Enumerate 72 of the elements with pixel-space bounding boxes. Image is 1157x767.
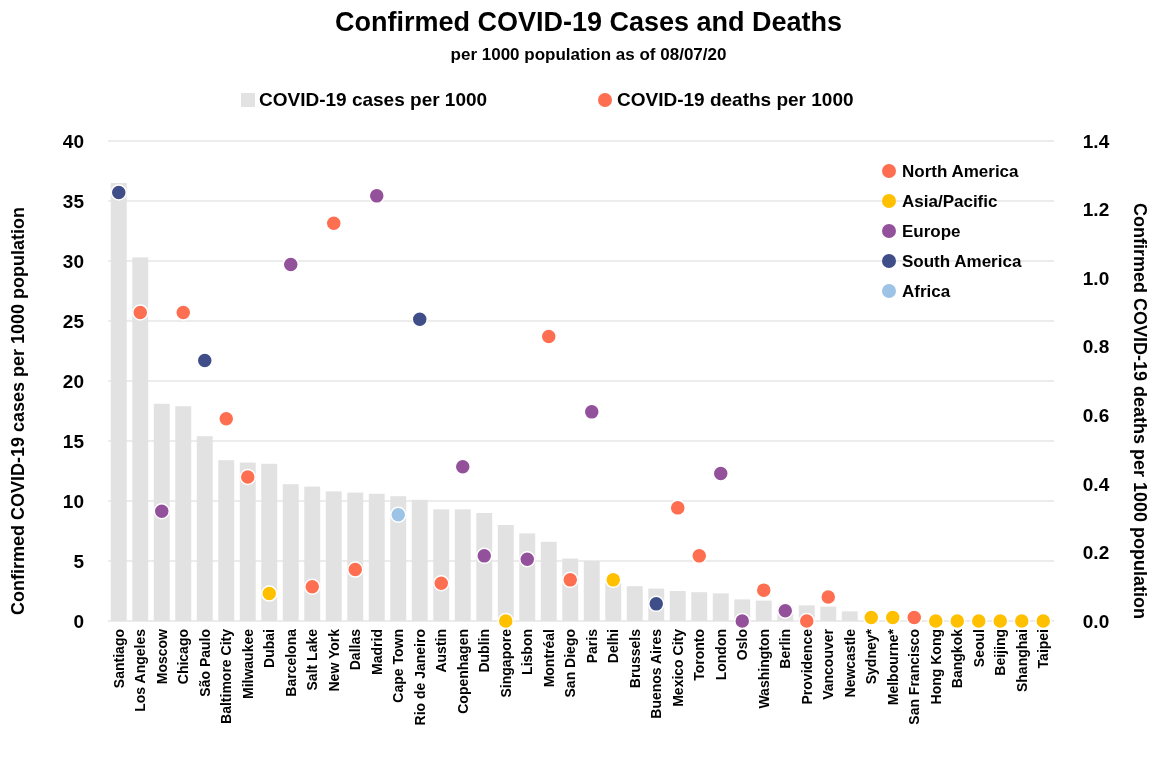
x-tick-label: Taipei	[1035, 629, 1052, 669]
x-tick-label: Los Angeles	[132, 628, 149, 712]
x-tick-label: Chicago	[175, 629, 192, 685]
x-tick-label: Seoul	[970, 629, 987, 668]
y2-tick-label: 0.4	[1082, 473, 1110, 495]
x-tick-label: Lisbon	[519, 629, 536, 675]
y-tick-label: 40	[62, 130, 84, 152]
x-tick-label: São Paulo	[196, 629, 213, 697]
x-tick-label: San Francisco	[906, 629, 923, 725]
legend-label: COVID-19 cases per 1000	[259, 89, 488, 110]
y2-tick-label: 1.4	[1082, 130, 1110, 152]
x-tick-label: Cape Town	[390, 629, 407, 703]
x-tick-label: Dallas	[347, 628, 364, 671]
legend-label: North America	[902, 162, 1020, 181]
y2-tick-label: 1.0	[1082, 267, 1110, 289]
x-tick-label: Washington	[755, 629, 772, 709]
x-tick-label: Mexico City	[669, 628, 686, 707]
x-tick-label: Bangkok	[949, 628, 966, 689]
x-tick-label: Buenos Aires	[648, 628, 665, 719]
y-tick-label: 30	[62, 250, 84, 272]
x-tick-label: Dubai	[261, 629, 278, 668]
x-tick-label: Salt Lake	[304, 628, 321, 691]
x-tick-label: Berlin	[777, 629, 794, 669]
legend-label: Europe	[902, 222, 961, 241]
y-tick-label: 20	[62, 370, 84, 392]
x-tick-label: Singapore	[497, 628, 514, 698]
x-tick-label: Rio de Janeiro	[411, 629, 428, 726]
legend-title: COVID-19 deaths per 1000	[617, 89, 854, 110]
x-tick-label: Paris	[583, 628, 600, 664]
y-axis-title: Confirmed COVID-19 cases per 1000 population	[8, 206, 28, 616]
x-tick-label: Vancouver	[820, 628, 837, 700]
y2-axis-title: Confirmed COVID-19 deaths per 1000 population	[1130, 202, 1150, 620]
y-tick-label: 0	[73, 610, 84, 632]
y2-tick-label: 0.6	[1082, 404, 1110, 426]
y2-tick-label: 0.2	[1082, 542, 1110, 564]
x-tick-label: Delhi	[605, 629, 622, 664]
x-tick-label: Madrid	[368, 629, 385, 675]
legend-label: Africa	[902, 282, 951, 301]
x-tick-label: Austin	[433, 629, 450, 673]
x-tick-label: Beijing	[992, 629, 1009, 676]
x-tick-label: Hong Kong	[927, 629, 944, 705]
x-tick-label: Oslo	[734, 629, 751, 661]
x-tick-label: Newcastle	[841, 628, 858, 698]
chart-title: Confirmed COVID-19 Cases and Deaths	[334, 7, 843, 37]
x-tick-label: Melbourne*	[884, 628, 901, 706]
x-tick-label: Montréal	[540, 629, 557, 688]
x-tick-label: Barcelona	[282, 628, 299, 697]
x-tick-label: Dublin	[476, 629, 493, 673]
y-tick-label: 15	[62, 430, 85, 452]
y2-tick-label: 1.2	[1082, 199, 1110, 221]
y-tick-label: 35	[62, 190, 85, 212]
y-tick-label: 5	[73, 550, 85, 572]
x-tick-label: Santiago	[110, 629, 127, 689]
legend-label: South America	[902, 252, 1022, 271]
x-tick-label: New York	[325, 628, 342, 692]
legend-label: Asia/Pacific	[902, 192, 998, 211]
y2-tick-label: 0.0	[1082, 610, 1110, 632]
y2-tick-label: 0.8	[1082, 336, 1110, 358]
y-tick-label: 25	[62, 310, 85, 332]
y-tick-label: 10	[62, 490, 84, 512]
x-tick-label: Sydney*	[863, 628, 880, 685]
x-tick-label: Toronto	[691, 629, 708, 681]
x-tick-label: Baltimore City	[218, 628, 235, 724]
x-tick-label: Moscow	[153, 628, 170, 685]
x-tick-label: Providence	[798, 628, 815, 705]
x-tick-label: Brussels	[626, 628, 643, 689]
x-tick-label: San Diego	[562, 629, 579, 698]
x-tick-label: Milwaukee	[239, 628, 256, 700]
x-tick-label: London	[712, 629, 729, 681]
x-tick-label: Copenhagen	[454, 629, 471, 714]
chart-subtitle: per 1000 population as of 08/07/20	[450, 45, 727, 64]
x-tick-label: Shanghai	[1013, 629, 1030, 693]
